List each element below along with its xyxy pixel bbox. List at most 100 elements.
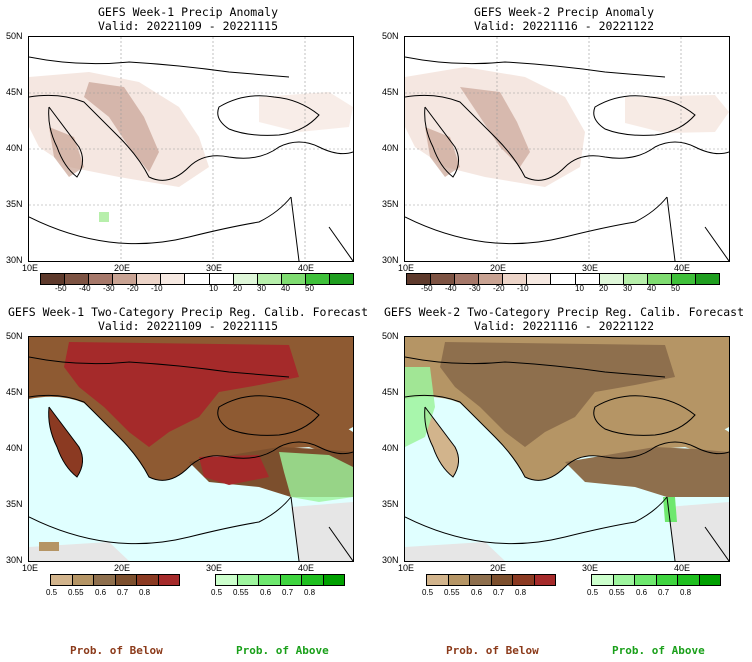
anomaly-colorbar	[406, 273, 720, 285]
colorbar-swatch	[427, 575, 449, 585]
anomaly-colorbar	[40, 273, 354, 285]
colorbar-tick: -50	[55, 284, 67, 293]
colorbar-swatch	[137, 575, 159, 585]
colorbar-swatch	[323, 575, 344, 585]
no-data-africa	[405, 542, 505, 561]
below-prob-italy	[424, 407, 459, 477]
colorbar-tick: 0.6	[471, 588, 483, 597]
lat-label: 40N	[6, 443, 23, 453]
lon-label: 30E	[582, 263, 599, 273]
colorbar-swatch	[647, 274, 672, 284]
colorbar-tick: 0.5	[46, 588, 58, 597]
colorbar-swatch	[491, 575, 513, 585]
anomaly-shading-wet	[99, 212, 109, 222]
colorbar-swatch	[635, 575, 657, 585]
lat-label: 40N	[382, 443, 399, 453]
anomaly-shading-light	[405, 67, 585, 187]
lat-label: 50N	[382, 31, 399, 41]
below-prob-mid	[440, 342, 675, 447]
colorbar-swatch	[259, 575, 281, 585]
colorbar-tick: 50	[305, 284, 314, 293]
colorbar-swatch	[671, 274, 696, 284]
lat-label: 35N	[6, 199, 23, 209]
lon-label: 10E	[398, 263, 415, 273]
colorbar-swatch	[113, 274, 138, 284]
panel-title: GEFS Week-2 Two-Category Precip Reg. Cal…	[383, 305, 745, 319]
colorbar-tick: 30	[623, 284, 632, 293]
colorbar-tick: -30	[469, 284, 481, 293]
coastlines	[405, 356, 729, 561]
colorbar-tick: 0.8	[139, 588, 151, 597]
colorbar-tick: 10	[575, 284, 584, 293]
lon-label: 10E	[22, 263, 39, 273]
lon-label: 40E	[298, 263, 315, 273]
colorbar-swatch	[470, 575, 492, 585]
colorbar-swatch	[448, 575, 470, 585]
colorbar-swatch	[281, 274, 306, 284]
colorbar-tick: 0.55	[609, 588, 625, 597]
colorbar-swatch	[575, 274, 600, 284]
colorbar-swatch	[431, 274, 456, 284]
prob-below-label: Prob. of Below	[446, 644, 539, 657]
prob-below-label: Prob. of Below	[70, 644, 163, 657]
colorbar-swatch	[513, 575, 535, 585]
colorbar-tick: 0.5	[587, 588, 599, 597]
panel-week2-probability: GEFS Week-2 Two-Category Precip Reg. Cal…	[376, 300, 752, 600]
colorbar-swatch	[51, 575, 73, 585]
panel-title: GEFS Week-1 Two-Category Precip Reg. Cal…	[7, 305, 369, 319]
prob-above-label: Prob. of Above	[612, 644, 705, 657]
colorbar-swatch	[233, 274, 258, 284]
no-data-area	[291, 502, 353, 561]
colorbar-swatch	[613, 575, 635, 585]
colorbar-tick: 0.7	[658, 588, 670, 597]
lat-label: 50N	[6, 31, 23, 41]
anomaly-shading-east	[625, 95, 729, 133]
lat-label: 40N	[6, 143, 23, 153]
lon-label: 30E	[582, 563, 599, 573]
colorbar-tick: 40	[647, 284, 656, 293]
above-colorbar	[591, 574, 721, 586]
lat-label: 35N	[382, 499, 399, 509]
panel-valid-dates: Valid: 20221116 - 20221122	[473, 319, 654, 333]
colorbar-swatch	[185, 274, 210, 284]
below-prob-italy	[48, 407, 83, 477]
colorbar-tick: 20	[233, 284, 242, 293]
lon-label: 40E	[674, 563, 691, 573]
colorbar-swatch	[216, 575, 238, 585]
colorbar-tick: 50	[671, 284, 680, 293]
colorbar-tick: 10	[209, 284, 218, 293]
colorbar-swatch	[41, 274, 66, 284]
below-colorbar	[50, 574, 180, 586]
colorbar-tick: -20	[127, 284, 139, 293]
colorbar-tick: 30	[257, 284, 266, 293]
colorbar-swatch	[209, 274, 234, 284]
colorbar-swatch	[455, 274, 480, 284]
colorbar-tick: -20	[493, 284, 505, 293]
colorbar-swatch	[94, 575, 116, 585]
anomaly-map-week1	[28, 36, 354, 262]
lon-label: 20E	[490, 263, 507, 273]
lon-label: 30E	[206, 263, 223, 273]
colorbar-swatch	[161, 274, 186, 284]
colorbar-tick: 0.5	[211, 588, 223, 597]
lat-label: 45N	[382, 387, 399, 397]
map-drawing	[29, 37, 353, 261]
lon-label: 40E	[298, 563, 315, 573]
colorbar-tick: 0.55	[68, 588, 84, 597]
colorbar-tick: 0.8	[680, 588, 692, 597]
prob-above-label: Prob. of Above	[236, 644, 329, 657]
colorbar-swatch	[257, 274, 282, 284]
colorbar-swatch	[623, 274, 648, 284]
lat-label: 45N	[6, 387, 23, 397]
lon-label: 10E	[22, 563, 39, 573]
panel-valid-dates: Valid: 20221116 - 20221122	[473, 19, 654, 33]
map-drawing	[405, 37, 729, 261]
coastlines	[29, 56, 353, 261]
lon-label: 20E	[490, 563, 507, 573]
colorbar-tick: 20	[599, 284, 608, 293]
lat-label: 40N	[382, 143, 399, 153]
below-prob-anatolia	[565, 447, 729, 497]
grid-lines	[405, 37, 729, 261]
colorbar-tick: -30	[103, 284, 115, 293]
colorbar-swatch	[302, 575, 324, 585]
